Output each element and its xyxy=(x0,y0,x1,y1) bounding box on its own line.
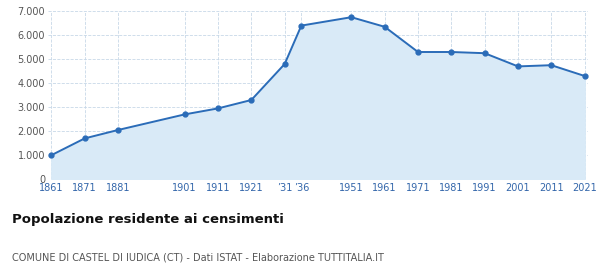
Text: COMUNE DI CASTEL DI IUDICA (CT) - Dati ISTAT - Elaborazione TUTTITALIA.IT: COMUNE DI CASTEL DI IUDICA (CT) - Dati I… xyxy=(12,252,384,262)
Text: Popolazione residente ai censimenti: Popolazione residente ai censimenti xyxy=(12,213,284,226)
